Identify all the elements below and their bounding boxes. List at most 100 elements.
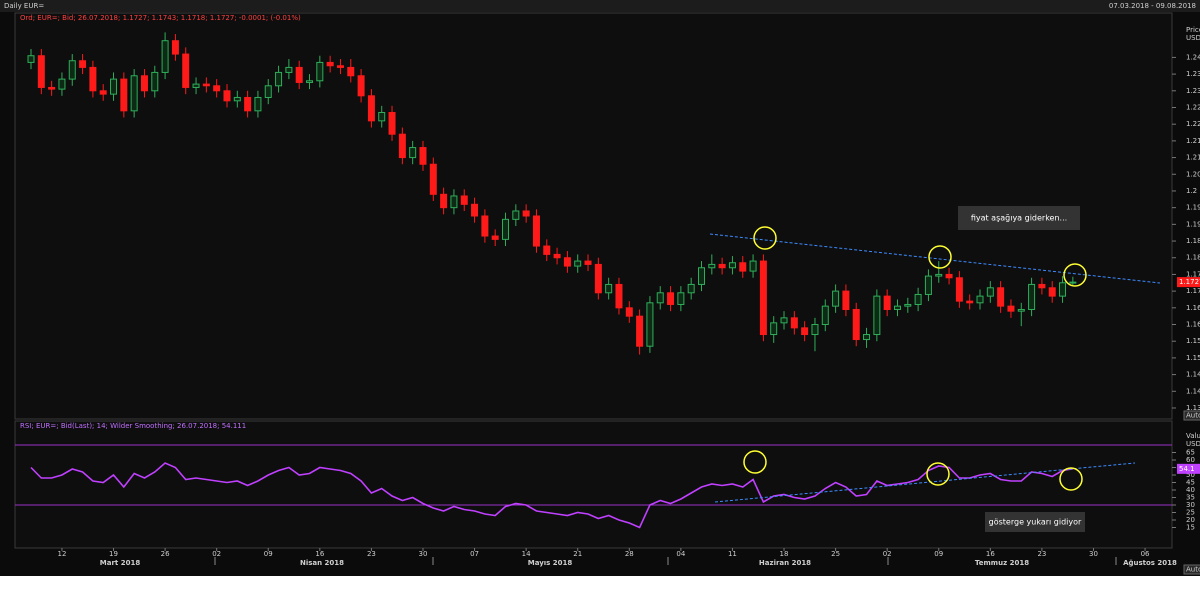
month-label: Temmuz 2018 [975, 559, 1029, 567]
candle-body [440, 193, 448, 209]
candle-body [842, 290, 850, 310]
candle-body [667, 292, 675, 305]
candle-body [68, 60, 76, 80]
y-tick-label: 1.205 [1186, 170, 1200, 178]
last-rsi-box [1177, 463, 1200, 474]
last-price-box [1177, 277, 1200, 288]
y-axis-unit: USD [1186, 34, 1200, 42]
auto-button[interactable] [1183, 410, 1200, 421]
candle-body [460, 195, 468, 205]
x-tick-label: 12 [57, 550, 66, 558]
y-tick-label: 15 [1186, 524, 1195, 532]
candle-body [986, 287, 994, 297]
x-tick-label: 11 [728, 550, 737, 558]
auto-button-label[interactable]: Auto [1186, 412, 1200, 420]
candle-body [532, 215, 540, 247]
candle-body [357, 75, 365, 97]
candle-body [625, 307, 633, 317]
candle-body [605, 283, 613, 294]
candle-body [966, 300, 974, 304]
x-tick-label: 21 [573, 550, 582, 558]
x-tick-label: 04 [676, 550, 685, 558]
y-tick-label: 1.165 [1186, 304, 1200, 312]
y-tick-label: 1.135 [1186, 404, 1200, 412]
rsi-line [30, 462, 1073, 529]
auto-button[interactable] [1183, 564, 1200, 575]
candle-body [976, 295, 984, 304]
last-price-label: 1.1727 [1179, 278, 1200, 286]
y-tick-label: 30 [1186, 501, 1195, 509]
rsi-note: gösterge yukarı gidiyor [989, 518, 1082, 527]
y-tick-label: 50 [1186, 471, 1195, 479]
candle-body [893, 305, 901, 310]
y-tick-label: 1.19 [1186, 220, 1200, 228]
candle-body [223, 90, 231, 102]
highlight-circle [928, 245, 952, 269]
y-tick-label: 1.155 [1186, 337, 1200, 345]
candle-body [594, 263, 602, 294]
x-tick-label: 14 [522, 550, 531, 558]
y-axis-unit: USD [1186, 440, 1200, 448]
candle-body [151, 71, 159, 92]
x-tick-label: 26 [161, 550, 170, 558]
candle-body [481, 215, 489, 237]
candle-body [388, 111, 396, 135]
candle-body [646, 302, 654, 347]
candle-body [955, 277, 963, 302]
candle-body [563, 257, 571, 267]
candle-body [58, 78, 66, 90]
candle-body [718, 263, 726, 269]
candle-body [130, 75, 138, 112]
candle-body [1038, 283, 1046, 289]
x-tick-label: 30 [419, 550, 428, 558]
candle-body [37, 55, 45, 88]
y-tick-label: 1.22 [1186, 120, 1200, 128]
trend-annotations [709, 226, 1161, 503]
candle-body [584, 260, 592, 265]
highlight-circle [926, 462, 950, 486]
x-tick-label: 30 [1089, 550, 1098, 558]
auto-button-label[interactable]: Auto [1186, 566, 1200, 574]
y-tick-label: 25 [1186, 509, 1195, 517]
x-tick-label: 16 [315, 550, 324, 558]
candle-body [202, 83, 210, 87]
x-tick-label: 02 [883, 550, 892, 558]
candle-body [182, 53, 190, 88]
candle-body [863, 334, 871, 341]
candle-body [378, 111, 386, 122]
candle-body [213, 85, 221, 92]
rsi-legend: RSI; EUR=; Bid(Last); 14; Wilder Smoothi… [20, 422, 246, 430]
y-tick-label: 1.2 [1186, 187, 1197, 195]
candle-body [48, 86, 56, 90]
candle-body [306, 80, 314, 83]
y-tick-label: 65 [1186, 449, 1195, 457]
candle-body [1059, 282, 1067, 297]
y-tick-label: 40 [1186, 486, 1195, 494]
candle-body [275, 71, 283, 87]
title-bar [0, 0, 1200, 12]
y-tick-label: 1.17 [1186, 287, 1200, 295]
y-tick-label: 1.21 [1186, 154, 1200, 162]
candle-body [79, 60, 87, 68]
candle-body [316, 61, 324, 82]
y-axis-label: Value [1186, 432, 1200, 440]
candle-body [780, 317, 788, 324]
y-tick-label: 1.23 [1186, 87, 1200, 95]
candle-body [574, 260, 582, 267]
x-tick-label: 23 [1037, 550, 1046, 558]
candle-body [522, 210, 530, 217]
y-tick-label: 1.14 [1186, 387, 1200, 395]
candle-body [728, 262, 736, 269]
price-legend: Ord; EUR=; Bid; 26.07.2018; 1.1727; 1.17… [20, 14, 301, 22]
x-tick-label: 16 [986, 550, 995, 558]
candle-body [367, 95, 375, 122]
candle-body [790, 317, 798, 329]
x-tick-label: 18 [780, 550, 789, 558]
candle-body [883, 295, 891, 310]
candle-body [99, 90, 107, 95]
month-label: Mayıs 2018 [528, 559, 573, 567]
y-tick-label: 1.235 [1186, 70, 1200, 78]
x-tick-label: 02 [212, 550, 221, 558]
y-tick-label: 1.185 [1186, 237, 1200, 245]
candle-body [708, 263, 716, 269]
